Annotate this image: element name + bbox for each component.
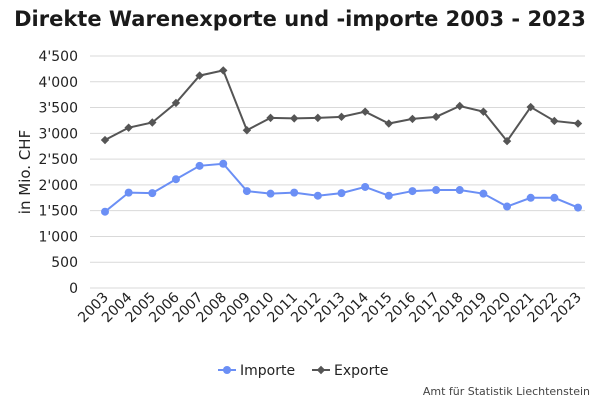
y-tick-label: 3'000	[39, 126, 78, 142]
data-point-importe	[148, 189, 157, 198]
data-point-importe	[101, 207, 109, 216]
x-axis-ticks: 2003200420052006200720082009201020112012…	[75, 289, 585, 326]
data-point-importe	[361, 182, 370, 191]
data-point-importe	[195, 161, 204, 170]
data-point-exporte	[219, 66, 228, 75]
data-point-importe	[337, 189, 346, 198]
grid-lines	[90, 55, 585, 289]
data-point-exporte	[573, 119, 583, 128]
data-point-exporte	[124, 123, 133, 132]
data-point-importe	[124, 188, 133, 197]
data-point-exporte	[384, 119, 393, 128]
data-point-importe	[574, 203, 582, 212]
y-tick-label: 500	[51, 255, 78, 271]
data-point-exporte	[431, 112, 441, 122]
data-point-importe	[503, 202, 512, 211]
y-tick-label: 1'500	[39, 204, 78, 220]
data-point-exporte	[266, 113, 275, 123]
legend-exporte-label: Exporte	[334, 363, 388, 379]
source-note: Amt für Statistik Liechtenstein	[423, 385, 590, 398]
legend-importe-label: Importe	[240, 363, 295, 379]
chart-title: Direkte Warenexporte und -importe 2003 -…	[14, 7, 586, 31]
data-point-importe	[550, 193, 559, 202]
series-layer	[100, 66, 583, 216]
data-point-importe	[384, 191, 393, 200]
y-tick-label: 3'500	[39, 101, 78, 117]
legend: Importe Exporte	[218, 363, 388, 379]
data-point-exporte	[550, 116, 559, 126]
data-point-exporte	[242, 126, 252, 135]
data-point-exporte	[195, 71, 204, 80]
data-point-exporte	[479, 107, 488, 116]
data-point-exporte	[100, 135, 110, 145]
data-point-importe	[266, 189, 275, 198]
data-point-exporte	[408, 114, 417, 124]
data-point-importe	[313, 191, 322, 200]
data-point-importe	[171, 175, 180, 184]
y-tick-label: 2'500	[39, 152, 78, 168]
data-point-importe	[455, 186, 464, 195]
data-point-exporte	[502, 136, 512, 146]
y-tick-label: 0	[69, 281, 78, 297]
y-tick-label: 4'000	[39, 75, 78, 91]
legend-importe-marker	[223, 366, 231, 374]
series-exporte	[100, 66, 583, 146]
data-point-exporte	[455, 101, 464, 111]
data-point-importe	[479, 189, 488, 198]
data-point-importe	[219, 159, 228, 168]
data-point-exporte	[360, 107, 370, 116]
y-tick-label: 1'000	[39, 229, 78, 245]
data-point-importe	[432, 186, 441, 195]
data-point-exporte	[526, 102, 535, 112]
data-point-exporte	[337, 112, 346, 122]
data-point-exporte	[313, 113, 323, 123]
data-point-importe	[526, 193, 535, 202]
y-tick-label: 2'000	[39, 178, 78, 194]
y-tick-label: 4'500	[39, 49, 78, 65]
data-point-importe	[242, 187, 251, 196]
series-importe	[101, 159, 582, 216]
data-point-exporte	[290, 114, 299, 123]
data-point-importe	[408, 187, 417, 196]
data-point-exporte	[171, 98, 181, 108]
data-point-importe	[290, 188, 299, 197]
y-axis-label: in Mio. CHF	[16, 130, 34, 214]
legend-exporte-marker	[316, 365, 326, 375]
data-point-exporte	[148, 118, 157, 127]
y-axis-ticks: 0 500 1'000 1'500 2'000 2'500 3'000 3'500 4'000 4…	[39, 49, 78, 297]
